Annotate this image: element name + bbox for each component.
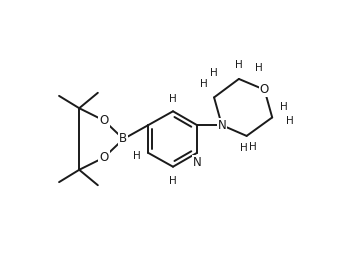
Text: H: H [169,176,177,186]
Text: B: B [119,133,127,146]
Text: H: H [235,60,243,70]
Text: H: H [169,94,177,104]
Text: H: H [240,143,247,153]
Text: H: H [280,102,288,112]
Text: H: H [255,63,263,73]
Text: O: O [260,83,269,96]
Text: H: H [286,115,294,126]
Text: N: N [217,119,226,132]
Text: H: H [210,68,218,78]
Text: O: O [99,114,109,127]
Text: H: H [200,79,208,89]
Text: O: O [99,151,109,164]
Text: H: H [133,151,140,161]
Text: N: N [193,156,201,169]
Text: H: H [249,142,257,152]
